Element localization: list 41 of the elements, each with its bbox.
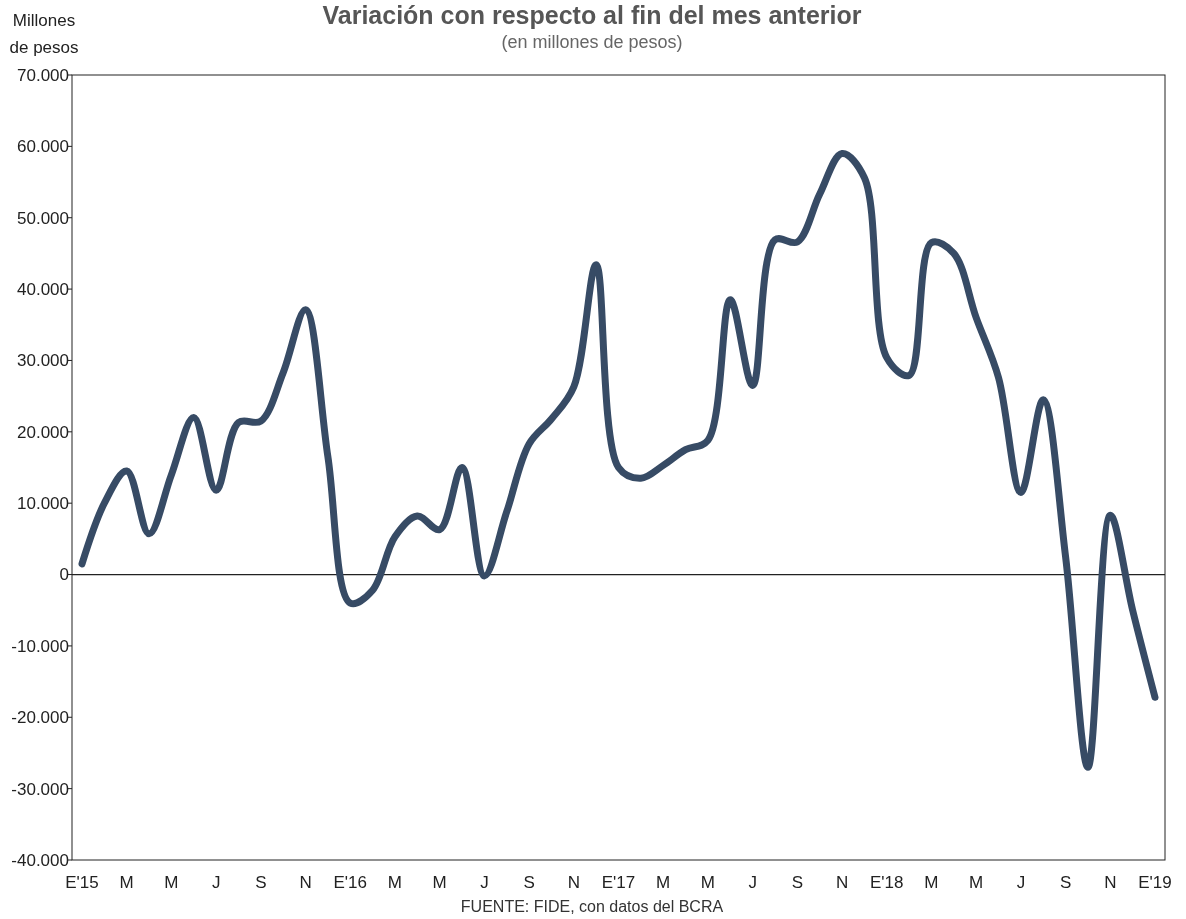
x-tick-label: S [523, 873, 535, 892]
y-tick-label: 70.000 [17, 65, 69, 85]
x-tick-label: M [924, 873, 939, 892]
y-tick-label: -20.000 [11, 708, 69, 728]
y-tick-label: -30.000 [11, 779, 69, 799]
y-tick-label: 60.000 [17, 137, 69, 157]
x-tick-label: S [255, 873, 267, 892]
y-tick-label: 40.000 [17, 280, 69, 300]
x-tick-label: E'19 [1138, 873, 1172, 892]
x-tick-label: J [480, 873, 489, 892]
y-axis-title: Millones de pesos [9, 11, 79, 57]
y-tick-label: 20.000 [17, 422, 69, 442]
x-tick-label: J [211, 873, 221, 892]
y-tick-label: 50.000 [17, 208, 69, 228]
chart-title: Variación con respecto al fin del mes anterior [322, 1, 862, 29]
x-tick-label: M [969, 873, 984, 892]
x-tick-label: N [835, 873, 849, 892]
y-tick-label: 30.000 [17, 351, 69, 371]
x-tick-label: M [164, 873, 179, 892]
x-tick-label: E'15 [65, 873, 99, 892]
y-tick-label: 0 [59, 565, 69, 585]
x-tick-label: S [1059, 873, 1072, 892]
x-tick-label: E'17 [601, 873, 636, 892]
y-tick-label: 10.000 [17, 494, 69, 514]
y-tick-label: -10.000 [11, 636, 69, 656]
chart-subtitle: (en millones de pesos) [501, 32, 683, 52]
x-tick-label: N [299, 873, 312, 892]
x-tick-label: N [1104, 873, 1117, 892]
x-tick-label: J [748, 873, 757, 892]
x-tick-label: J [1016, 873, 1026, 892]
x-tick-label: M [656, 873, 671, 892]
x-tick-label: M [119, 873, 134, 892]
x-tick-label: E'18 [870, 873, 904, 892]
x-tick-label: M [700, 873, 715, 892]
x-tick-label: E'16 [333, 873, 367, 892]
x-tick-label: S [791, 873, 804, 892]
source-note: FUENTE: FIDE, con datos del BCRA [460, 898, 724, 915]
x-tick-label: M [387, 873, 403, 892]
x-tick-label: N [567, 873, 580, 892]
x-tick-label: M [432, 873, 447, 892]
y-tick-label: -40.000 [11, 850, 69, 870]
